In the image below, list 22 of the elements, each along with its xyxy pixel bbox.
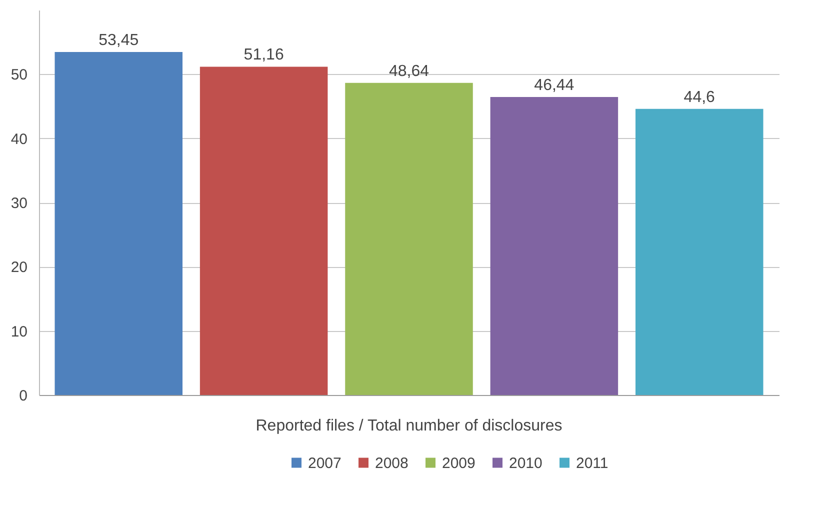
y-tick-label: 40 (10, 130, 28, 148)
legend-label: 2008 (375, 454, 408, 472)
y-tick-label: 30 (10, 195, 28, 212)
legend-label: 2011 (576, 454, 608, 472)
bar (54, 52, 183, 395)
legend-label: 2010 (509, 454, 542, 472)
y-tick-label: 10 (10, 323, 28, 340)
data-label: 46,44 (534, 77, 574, 94)
y-tick-label: 50 (10, 66, 28, 84)
data-label: 53,45 (98, 32, 139, 50)
data-label: 48,64 (388, 62, 430, 80)
data-label: 44,6 (684, 88, 716, 106)
data-label: 51,16 (244, 46, 284, 64)
bar (635, 108, 764, 395)
y-tick-label: 0 (19, 388, 28, 404)
legend-label: 2007 (308, 454, 342, 472)
bar (345, 82, 473, 395)
bar (200, 66, 328, 395)
bar (490, 97, 618, 395)
x-tick-label: Reported files / Total number of disclosures (256, 418, 562, 434)
legend-label: 2009 (442, 454, 476, 472)
y-tick-label: 20 (10, 259, 28, 276)
